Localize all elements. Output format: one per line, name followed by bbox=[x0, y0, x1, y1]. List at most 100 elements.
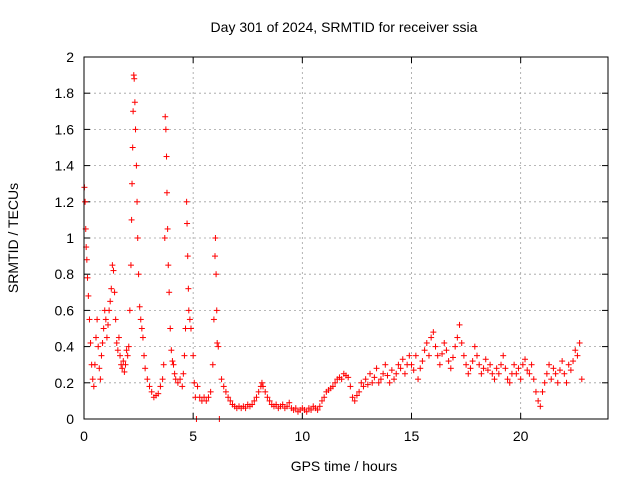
data-point bbox=[98, 352, 105, 359]
data-point bbox=[532, 388, 539, 395]
data-point bbox=[484, 367, 491, 374]
data-point bbox=[502, 365, 509, 372]
data-point bbox=[131, 75, 138, 82]
data-point bbox=[99, 339, 106, 346]
data-point bbox=[286, 399, 293, 406]
data-point bbox=[408, 361, 415, 368]
data-point bbox=[522, 356, 529, 363]
data-point bbox=[163, 189, 170, 196]
data-point bbox=[467, 365, 474, 372]
data-point bbox=[513, 370, 520, 377]
data-point bbox=[185, 285, 192, 292]
data-point bbox=[279, 401, 286, 408]
data-point bbox=[489, 370, 496, 377]
data-point bbox=[253, 394, 260, 401]
data-point bbox=[345, 374, 352, 381]
data-point bbox=[535, 397, 542, 404]
y-tick-label: 2 bbox=[66, 49, 74, 65]
data-point bbox=[177, 376, 184, 383]
data-point bbox=[182, 325, 189, 332]
data-point bbox=[471, 343, 478, 350]
data-point bbox=[162, 113, 169, 120]
data-point bbox=[161, 235, 168, 241]
data-point bbox=[316, 403, 323, 410]
x-tick-label: 10 bbox=[295, 428, 311, 444]
data-point bbox=[134, 198, 141, 205]
data-point bbox=[517, 376, 524, 383]
y-tick-label: 1.8 bbox=[55, 85, 75, 101]
data-point bbox=[142, 365, 149, 372]
data-point bbox=[474, 352, 480, 359]
y-tick-label: 1.6 bbox=[55, 121, 75, 137]
data-point bbox=[94, 316, 101, 323]
data-point bbox=[129, 180, 136, 187]
data-point bbox=[209, 361, 216, 368]
data-point bbox=[110, 267, 117, 274]
data-point bbox=[86, 316, 93, 323]
data-point bbox=[541, 379, 548, 386]
data-point bbox=[386, 379, 393, 386]
data-point bbox=[141, 352, 148, 359]
data-point bbox=[251, 397, 258, 404]
data-point bbox=[215, 343, 222, 350]
data-point bbox=[425, 352, 432, 359]
data-point bbox=[160, 361, 167, 368]
data-point bbox=[356, 388, 363, 395]
data-point bbox=[395, 361, 402, 368]
data-point bbox=[227, 397, 234, 404]
data-point bbox=[556, 367, 563, 374]
data-point bbox=[264, 394, 271, 401]
data-point bbox=[123, 347, 130, 354]
data-point bbox=[410, 367, 417, 374]
data-point bbox=[318, 397, 325, 404]
data-point bbox=[132, 126, 139, 133]
data-point bbox=[441, 339, 448, 346]
data-point bbox=[103, 334, 110, 341]
data-point bbox=[567, 367, 574, 374]
x-tick-label: 20 bbox=[513, 428, 529, 444]
data-point bbox=[456, 321, 463, 328]
data-point bbox=[126, 307, 133, 314]
data-point bbox=[185, 307, 192, 314]
data-point bbox=[360, 383, 367, 390]
data-point bbox=[174, 379, 181, 386]
data-point bbox=[563, 379, 570, 386]
data-point bbox=[179, 383, 186, 390]
data-point bbox=[181, 352, 188, 359]
y-tick-label: 0.8 bbox=[55, 266, 75, 282]
data-point bbox=[515, 365, 522, 372]
data-point bbox=[432, 343, 439, 350]
data-point bbox=[170, 361, 177, 368]
data-point bbox=[543, 370, 550, 377]
data-point bbox=[210, 316, 217, 323]
data-point bbox=[447, 365, 454, 372]
data-point bbox=[439, 350, 446, 357]
y-tick-label: 1.4 bbox=[55, 158, 75, 174]
data-point bbox=[255, 388, 262, 395]
data-point bbox=[353, 392, 360, 399]
data-point bbox=[95, 343, 102, 350]
x-tick-label: 15 bbox=[404, 428, 420, 444]
data-point bbox=[498, 361, 505, 368]
axis-ticks: 00.20.40.60.811.21.41.61.820 5 10 15 20 bbox=[55, 49, 608, 444]
data-point bbox=[362, 376, 369, 383]
data-point bbox=[122, 361, 129, 368]
data-point bbox=[107, 298, 114, 305]
data-point bbox=[133, 162, 140, 169]
data-point bbox=[155, 390, 162, 397]
data-point bbox=[367, 370, 374, 377]
data-point bbox=[574, 352, 581, 359]
data-point bbox=[369, 379, 376, 386]
data-point bbox=[377, 376, 384, 383]
y-tick-label: 0.2 bbox=[55, 375, 75, 391]
data-point bbox=[222, 388, 229, 395]
data-point bbox=[519, 361, 526, 368]
data-point bbox=[186, 316, 193, 323]
data-point bbox=[128, 216, 135, 223]
data-point bbox=[183, 198, 190, 205]
data-point bbox=[121, 368, 128, 375]
data-point bbox=[452, 343, 459, 350]
data-point bbox=[129, 144, 136, 151]
data-point bbox=[329, 383, 336, 390]
data-point bbox=[258, 379, 265, 386]
